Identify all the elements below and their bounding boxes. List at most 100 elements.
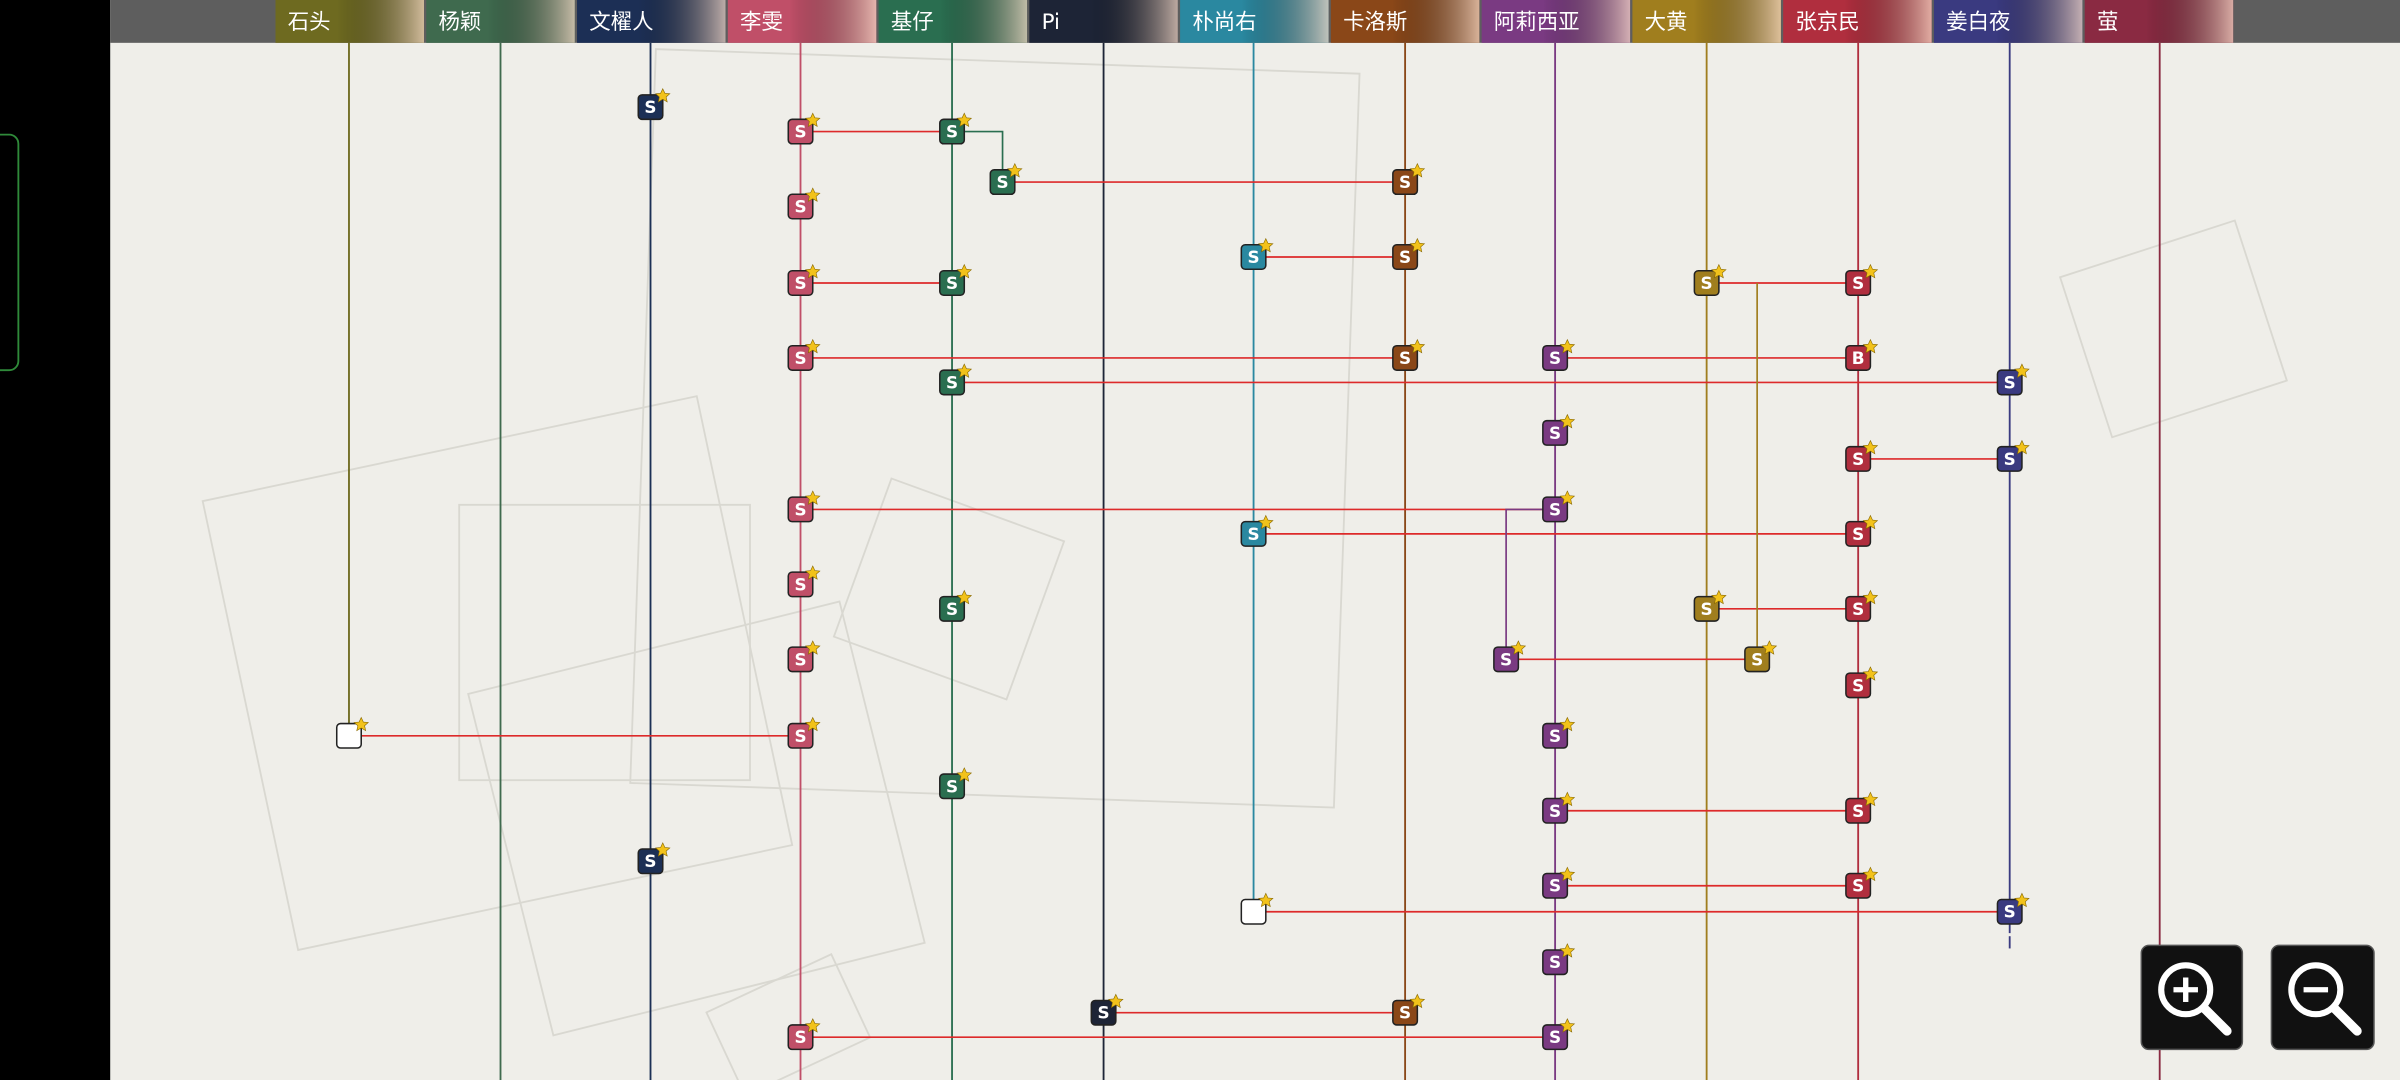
character-tab[interactable]: 张京民 xyxy=(1783,0,1932,43)
node-star xyxy=(2014,439,2030,455)
event-node[interactable]: S xyxy=(1845,791,1879,824)
event-node[interactable]: S xyxy=(1493,640,1527,673)
event-node[interactable]: S xyxy=(1996,363,2030,396)
tab-name: 文櫂人 xyxy=(589,10,653,35)
node-label: S xyxy=(794,574,806,594)
event-node[interactable]: S xyxy=(1845,866,1879,899)
node-star xyxy=(2014,363,2030,378)
character-tab[interactable]: 基仔 xyxy=(878,0,1028,43)
node-star xyxy=(1559,866,1576,882)
node-star xyxy=(1409,993,1426,1009)
event-node[interactable]: S xyxy=(1392,162,1426,196)
node-box xyxy=(787,118,814,145)
node-box xyxy=(1392,243,1419,270)
event-node[interactable]: S xyxy=(1693,589,1727,622)
event-node[interactable]: S xyxy=(939,263,973,297)
node-label: S xyxy=(794,122,806,142)
event-node[interactable]: S xyxy=(1996,892,2030,925)
event-node[interactable]: S xyxy=(787,112,821,145)
node-label: S xyxy=(1549,499,1561,519)
character-tab[interactable]: 萤 xyxy=(2084,0,2234,43)
node-star xyxy=(1258,892,1274,908)
node-star xyxy=(1862,514,1879,530)
node-box xyxy=(1542,344,1569,371)
event-node[interactable]: S xyxy=(637,88,671,121)
node-label: S xyxy=(946,372,958,392)
event-node[interactable]: S xyxy=(1392,993,1426,1026)
event-node[interactable]: S xyxy=(1542,866,1576,899)
event-node[interactable]: S xyxy=(989,162,1023,196)
event-node[interactable]: S xyxy=(1090,993,1124,1026)
tab-portrait xyxy=(939,0,1028,43)
event-node[interactable]: S xyxy=(1542,413,1576,446)
event-node[interactable]: S xyxy=(1240,514,1274,547)
event-node[interactable]: S xyxy=(787,640,821,673)
node-label: S xyxy=(1248,247,1260,267)
event-node[interactable]: S xyxy=(1240,892,1274,925)
character-tab[interactable]: 石头 xyxy=(275,0,424,43)
event-node[interactable]: S xyxy=(1845,514,1879,547)
node-box xyxy=(939,270,966,297)
side-handle[interactable] xyxy=(0,133,20,372)
event-node[interactable]: S xyxy=(1542,490,1576,523)
event-node[interactable]: S xyxy=(335,716,370,749)
tab-portrait xyxy=(1241,0,1329,43)
node-star xyxy=(2014,892,2030,908)
event-node[interactable]: S xyxy=(637,842,671,875)
node-star xyxy=(654,88,671,103)
event-node[interactable]: S xyxy=(1542,716,1576,749)
character-tab[interactable]: 朴尚右 xyxy=(1180,0,1329,43)
event-node[interactable]: S xyxy=(787,565,821,598)
node-label: S xyxy=(2004,902,2016,922)
character-tab[interactable]: 姜白夜 xyxy=(1933,0,2083,43)
node-label: S xyxy=(1098,1003,1110,1023)
node-box xyxy=(1392,169,1419,196)
character-tab[interactable]: 杨颖 xyxy=(426,0,575,43)
character-tab[interactable]: 大黄 xyxy=(1632,0,1781,43)
event-node[interactable]: S xyxy=(1845,589,1879,622)
node-label: S xyxy=(2004,372,2016,392)
event-node[interactable]: S xyxy=(1744,640,1778,673)
node-box xyxy=(1240,243,1267,270)
zoom-out-button[interactable] xyxy=(2270,944,2375,1051)
event-node[interactable]: S xyxy=(939,363,973,396)
node-star xyxy=(1559,943,1576,958)
node-star xyxy=(1862,439,1879,455)
event-node[interactable]: S xyxy=(1845,263,1879,297)
event-node[interactable]: S xyxy=(787,716,821,749)
event-node[interactable]: S xyxy=(787,263,821,297)
event-node[interactable]: S xyxy=(939,589,973,622)
node-box xyxy=(1240,898,1267,925)
event-node[interactable]: S xyxy=(1542,338,1576,371)
node-star xyxy=(1559,490,1576,505)
node-label: S xyxy=(644,97,656,117)
event-node[interactable]: S xyxy=(1845,666,1879,699)
character-tab[interactable]: 卡洛斯 xyxy=(1330,0,1480,43)
event-node[interactable]: S xyxy=(1392,338,1426,371)
event-node[interactable]: S xyxy=(1542,791,1576,824)
node-star xyxy=(804,490,821,505)
node-label: S xyxy=(946,273,958,293)
node-star xyxy=(804,263,821,279)
event-node[interactable]: S xyxy=(1542,943,1576,976)
event-node[interactable]: S xyxy=(787,490,821,523)
event-node[interactable]: S xyxy=(1240,237,1274,270)
character-tab[interactable]: Pi xyxy=(1029,0,1178,43)
node-label: S xyxy=(794,197,806,217)
event-node[interactable]: S xyxy=(1392,237,1426,270)
event-node[interactable]: S xyxy=(1845,439,1879,472)
event-node[interactable]: B xyxy=(1845,338,1879,371)
event-node[interactable]: S xyxy=(1542,1018,1576,1051)
event-node[interactable]: S xyxy=(787,187,821,220)
event-node[interactable]: S xyxy=(1996,439,2030,472)
event-node[interactable]: S xyxy=(787,338,821,371)
character-tab[interactable]: 阿莉西亚 xyxy=(1481,0,1631,43)
character-tab[interactable]: 文櫂人 xyxy=(577,0,726,43)
event-node[interactable]: S xyxy=(939,767,973,800)
event-node[interactable]: S xyxy=(939,112,973,145)
zoom-in-button[interactable] xyxy=(2140,944,2244,1051)
event-node[interactable]: S xyxy=(1693,263,1727,297)
character-tab[interactable]: 李雯 xyxy=(727,0,877,43)
event-node[interactable]: S xyxy=(787,1018,821,1051)
